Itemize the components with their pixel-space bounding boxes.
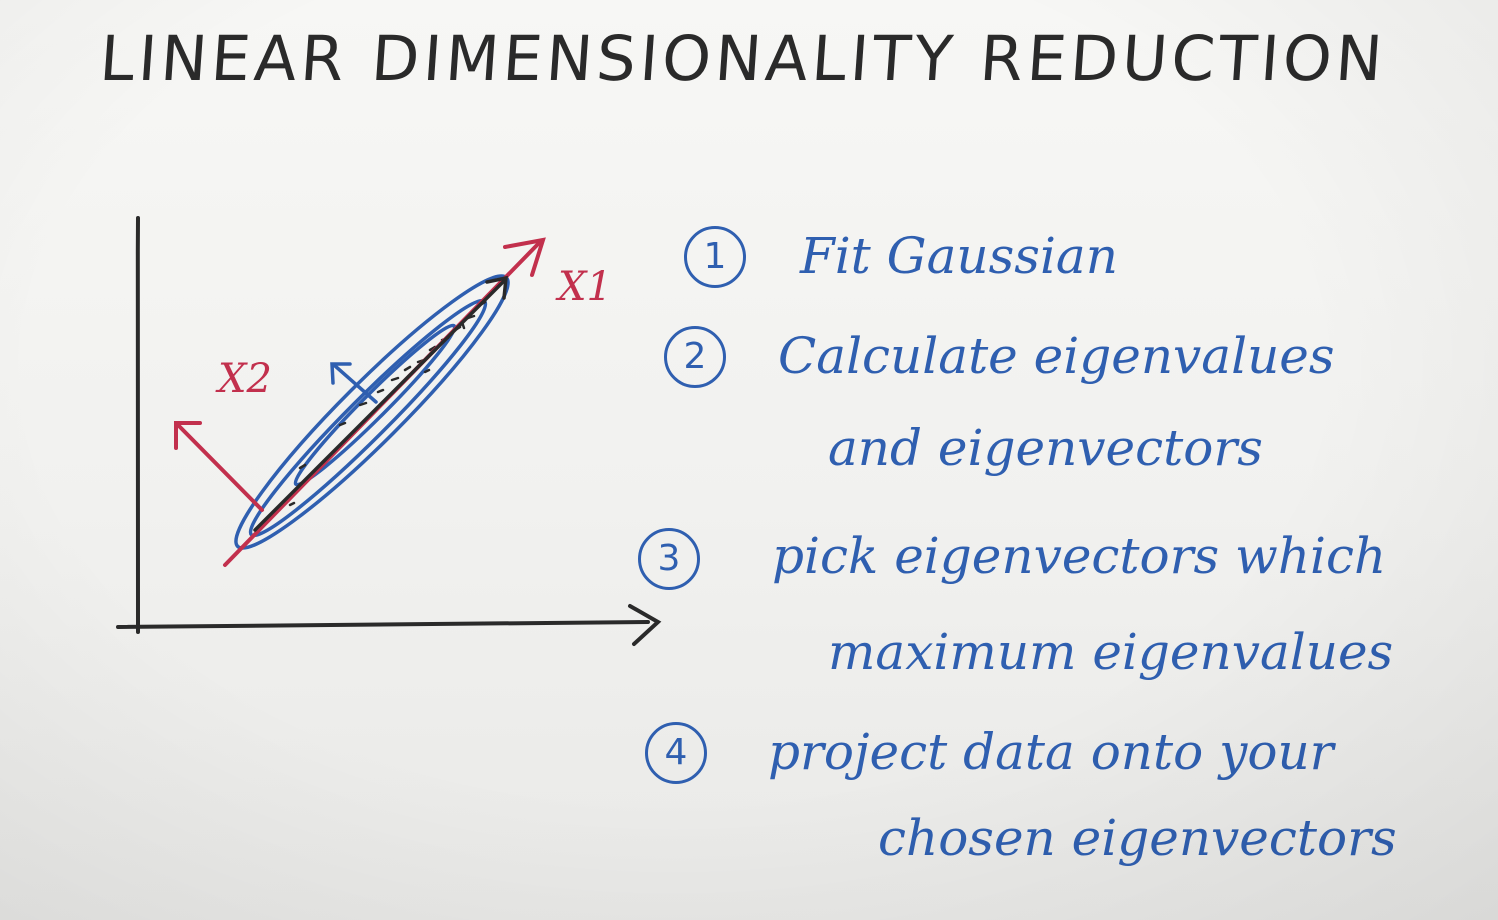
step-2-line-1: Calculate eigenvalues bbox=[778, 327, 1335, 385]
step-3-line-2: maximum eigenvalues bbox=[828, 623, 1394, 681]
eigenvector-x1-overlay bbox=[253, 275, 508, 532]
step-1-line-1: Fit Gaussian bbox=[800, 227, 1118, 285]
step-1-number: 1 bbox=[684, 226, 746, 288]
step-2-number: 2 bbox=[664, 326, 726, 388]
x-axis-arrowhead bbox=[628, 604, 662, 646]
x2-label: X2 bbox=[215, 356, 272, 402]
step-4-number: 4 bbox=[645, 722, 707, 784]
eigenvector-x2 bbox=[174, 421, 264, 512]
eigenvector-x2-local bbox=[330, 362, 378, 404]
gaussian-contour-inner bbox=[293, 323, 457, 487]
step-4-line-2: chosen eigenvectors bbox=[878, 809, 1397, 867]
x-axis bbox=[116, 620, 650, 629]
step-2-line-2: and eigenvectors bbox=[828, 419, 1263, 477]
axes bbox=[116, 216, 662, 646]
x1-label: X1 bbox=[555, 264, 612, 310]
data-points bbox=[288, 300, 487, 507]
step-4-line-1: project data onto your bbox=[768, 723, 1334, 781]
step-3-line-1: pick eigenvectors which bbox=[772, 527, 1387, 585]
step-3-number: 3 bbox=[638, 528, 700, 590]
y-axis bbox=[135, 216, 141, 634]
